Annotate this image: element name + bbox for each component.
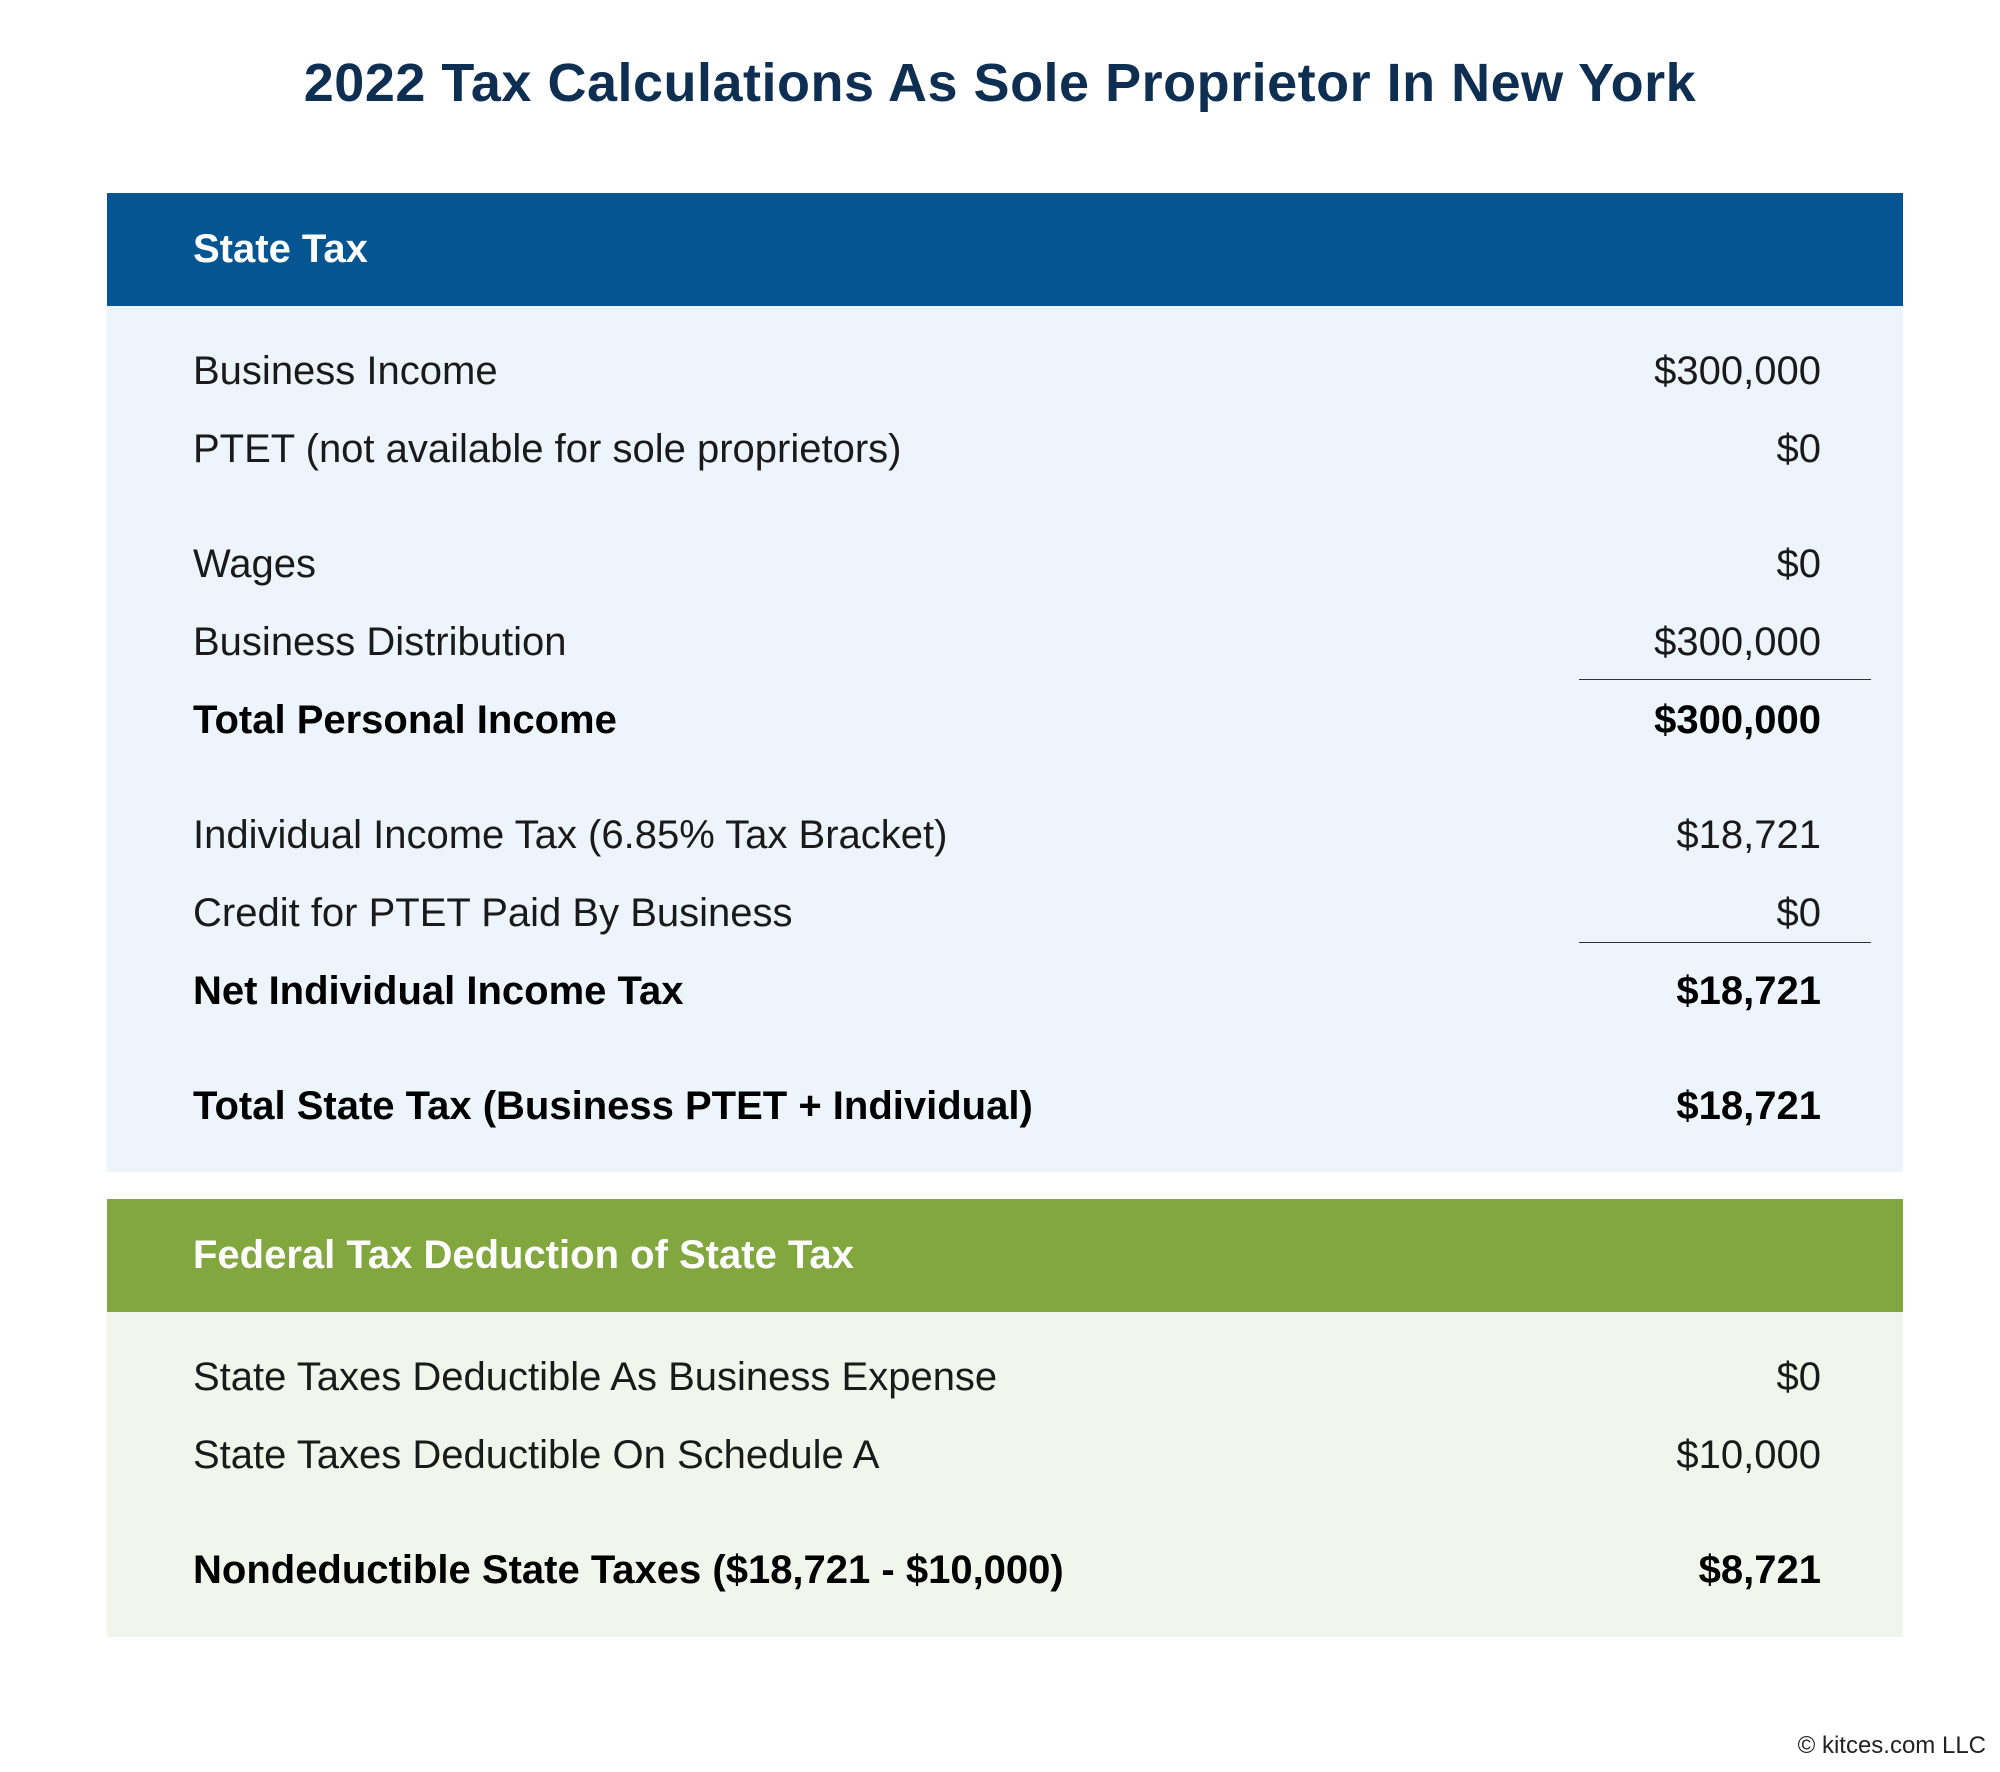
federal-tax-header: Federal Tax Deduction of State Tax: [107, 1199, 1903, 1312]
row-label: State Taxes Deductible As Business Expen…: [193, 1354, 998, 1399]
row-value: $300,000: [1654, 697, 1821, 742]
state-tax-header: State Tax: [107, 193, 1903, 306]
row-total-personal-income: Total Personal Income $300,000: [193, 690, 1821, 750]
row-business-income: Business Income $300,000: [193, 341, 1821, 401]
row-label: State Taxes Deductible On Schedule A: [193, 1432, 880, 1477]
row-value: $18,721: [1676, 812, 1821, 857]
row-label: Net Individual Income Tax: [193, 968, 684, 1013]
row-value: $0: [1776, 541, 1822, 586]
row-label: Credit for PTET Paid By Business: [193, 890, 793, 935]
row-value: $18,721: [1676, 968, 1821, 1013]
row-label: Nondeductible State Taxes ($18,721 - $10…: [193, 1547, 1064, 1592]
row-label: Total State Tax (Business PTET + Individ…: [193, 1083, 1033, 1128]
row-total-state-tax: Total State Tax (Business PTET + Individ…: [193, 1076, 1821, 1136]
row-label: Individual Income Tax (6.85% Tax Bracket…: [193, 812, 948, 857]
row-nondeductible-state-taxes: Nondeductible State Taxes ($18,721 - $10…: [193, 1540, 1821, 1600]
row-value: $0: [1776, 1354, 1822, 1399]
row-schedule-a-deduction: State Taxes Deductible On Schedule A $10…: [193, 1425, 1821, 1485]
state-tax-body: Business Income $300,000 PTET (not avail…: [107, 306, 1903, 1172]
row-label: Total Personal Income: [193, 697, 617, 742]
row-ptet-credit: Credit for PTET Paid By Business $0: [193, 883, 1821, 943]
federal-tax-section: Federal Tax Deduction of State Tax State…: [107, 1199, 1903, 1637]
copyright-footer: © kitces.com LLC: [1797, 1732, 1986, 1759]
row-value: $10,000: [1676, 1432, 1821, 1477]
state-tax-section: State Tax Business Income $300,000 PTET …: [107, 193, 1903, 1172]
row-label: Wages: [193, 541, 317, 586]
row-value: $0: [1776, 890, 1822, 935]
row-value: $300,000: [1654, 619, 1821, 664]
page-title: 2022 Tax Calculations As Sole Proprietor…: [303, 53, 1697, 113]
row-business-distribution: Business Distribution $300,000: [193, 612, 1821, 672]
row-ptet: PTET (not available for sole proprietors…: [193, 419, 1821, 479]
row-label: PTET (not available for sole proprietors…: [193, 426, 902, 471]
subtotal-rule: [1579, 679, 1871, 680]
row-individual-income-tax: Individual Income Tax (6.85% Tax Bracket…: [193, 805, 1821, 865]
row-wages: Wages $0: [193, 534, 1821, 594]
federal-tax-body: State Taxes Deductible As Business Expen…: [107, 1312, 1903, 1637]
subtotal-rule: [1579, 942, 1871, 943]
row-net-individual-income-tax: Net Individual Income Tax $18,721: [193, 961, 1821, 1021]
row-value: $0: [1776, 426, 1822, 471]
row-business-expense-deduction: State Taxes Deductible As Business Expen…: [193, 1347, 1821, 1407]
row-label: Business Distribution: [193, 619, 567, 664]
row-value: $8,721: [1698, 1547, 1821, 1592]
row-value: $18,721: [1676, 1083, 1821, 1128]
row-label: Business Income: [193, 348, 498, 393]
row-value: $300,000: [1654, 348, 1821, 393]
